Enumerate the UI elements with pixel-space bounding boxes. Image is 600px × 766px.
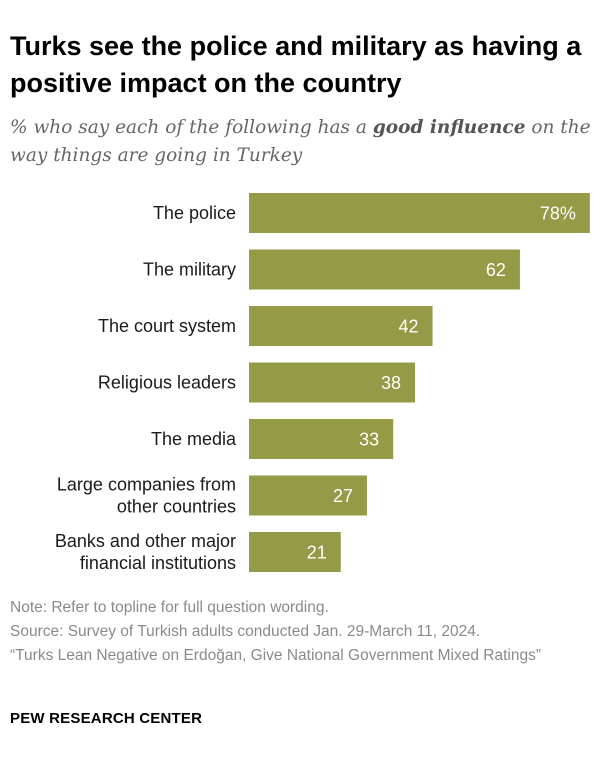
chart-notes: Note: Refer to topline for full question… (10, 596, 595, 668)
category-label: other countries (117, 497, 236, 517)
note-text: Note: Refer to topline for full question… (10, 599, 329, 616)
bar-value-label: 78% (540, 204, 576, 224)
subtitle-emphasis: good influence (372, 117, 526, 138)
category-label: Religious leaders (98, 373, 236, 393)
category-label: Banks and other major (55, 531, 236, 551)
bar-value-label: 33 (359, 430, 379, 450)
bar-3 (249, 306, 433, 346)
category-label: The military (143, 260, 236, 280)
bar-value-label: 38 (381, 373, 401, 393)
category-label: financial institutions (80, 553, 236, 573)
bar-4 (249, 362, 416, 403)
category-label: The court system (98, 316, 236, 336)
chart-subtitle: % who say each of the following has a go… (10, 114, 595, 170)
bar-value-label: 62 (486, 260, 506, 280)
bar-7 (249, 532, 341, 572)
subtitle-text-after: on the way things are going in Turkey (10, 117, 591, 166)
bar-2 (249, 249, 520, 290)
bar-value-label: 42 (399, 317, 419, 337)
category-label: Large companies from (57, 475, 236, 495)
bar-6 (249, 475, 367, 516)
category-label: The media (151, 429, 237, 449)
pew-research-center-logo: PEW RESEARCH CENTER (10, 710, 203, 727)
subtitle-text-before: % who say each of the following has a (10, 117, 373, 138)
bar-chart: 78% The police 62 The military 42 The court s… (55, 193, 590, 573)
bar-5 (249, 419, 394, 459)
report-title: “Turks Lean Negative on Erdoğan, Give Na… (10, 647, 541, 664)
bar-value-label: 27 (333, 486, 353, 506)
source-text: Source: Survey of Turkish adults conduct… (10, 623, 481, 640)
category-label: The police (153, 203, 236, 223)
bar-1 (249, 193, 590, 233)
chart-title: Turks see the police and military as hav… (10, 31, 582, 98)
bar-value-label: 21 (307, 543, 327, 563)
